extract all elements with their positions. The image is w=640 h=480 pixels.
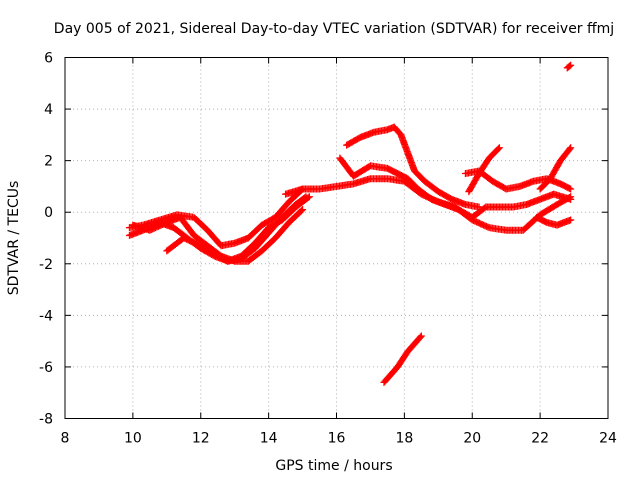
x-tick-label: 12: [192, 431, 210, 447]
y-tick-label: 0: [44, 205, 53, 221]
y-tick-label: -2: [39, 257, 53, 273]
data-track: [533, 213, 575, 229]
x-tick-label: 22: [531, 431, 549, 447]
data-track: [380, 332, 425, 386]
x-tick-label: 14: [260, 431, 278, 447]
data-point-marker: [566, 145, 574, 153]
x-tick-label: 18: [395, 431, 413, 447]
data-point-marker: [494, 145, 502, 153]
x-tick-label: 8: [61, 431, 70, 447]
y-axis-label: SDTVAR / TECUs: [6, 181, 22, 296]
grid-lines: [65, 57, 608, 419]
y-tick-label: -8: [39, 412, 53, 428]
y-tick-label: -4: [39, 308, 53, 324]
data-track: [536, 144, 575, 193]
y-tick-label: -6: [39, 360, 53, 376]
y-tick-label: 6: [44, 51, 53, 67]
data-point-marker: [567, 185, 575, 193]
data-point-marker: [566, 62, 574, 70]
x-tick-label: 20: [463, 431, 481, 447]
data-track: [563, 61, 575, 72]
x-tick-label: 16: [328, 431, 346, 447]
data-track: [461, 167, 575, 193]
data-track: [343, 123, 483, 211]
data-point-marker: [304, 194, 312, 202]
x-tick-label: 10: [124, 431, 142, 447]
data-point-marker: [567, 61, 575, 69]
data-track: [163, 193, 313, 265]
data-point-marker: [567, 216, 575, 224]
data-point-marker: [567, 195, 575, 203]
data-point-marker: [495, 144, 503, 152]
data-point-marker: [567, 144, 575, 152]
y-tick-label: 2: [44, 154, 53, 170]
x-axis-label: GPS time / hours: [275, 458, 392, 474]
data-point-marker: [297, 207, 305, 215]
y-tick-label: 4: [44, 102, 53, 118]
chart-title: Day 005 of 2021, Sidereal Day-to-day VTE…: [54, 21, 614, 37]
data-points: [125, 61, 575, 386]
data-track: [336, 154, 575, 221]
data-point-marker: [416, 333, 424, 341]
data-point-marker: [305, 193, 313, 201]
data-point-marker: [299, 206, 307, 214]
data-point-marker: [417, 332, 425, 340]
data-track: [465, 144, 503, 196]
data-point-marker: [475, 203, 483, 211]
x-tick-label: 24: [599, 431, 617, 447]
